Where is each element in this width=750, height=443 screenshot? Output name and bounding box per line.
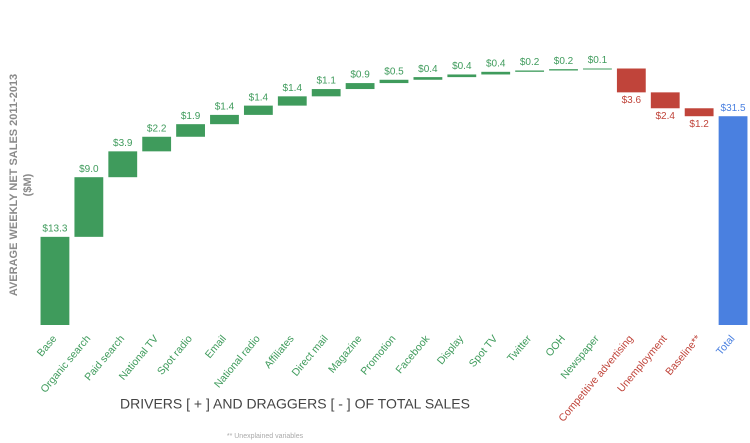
bar: [176, 124, 205, 137]
value-label: $1.4: [249, 92, 269, 103]
bar: [311, 89, 341, 97]
bar: [345, 83, 375, 90]
value-label: $0.9: [350, 70, 370, 81]
value-label: $0.1: [588, 55, 608, 66]
x-tick-label: Affiliates: [262, 333, 297, 371]
bar: [413, 77, 443, 80]
x-tick-label: Facebook: [393, 332, 432, 376]
bar: [718, 116, 748, 325]
value-label: $9.0: [79, 164, 99, 175]
value-label: $0.2: [554, 56, 574, 67]
value-label: $13.3: [42, 223, 67, 234]
bar: [549, 69, 578, 71]
y-axis-label: ($M): [22, 173, 34, 196]
bar: [379, 79, 409, 84]
value-label: $2.4: [656, 111, 676, 122]
value-label: $0.4: [486, 58, 506, 69]
value-label: $1.4: [283, 83, 303, 94]
value-label: $0.4: [452, 61, 472, 72]
bar: [40, 236, 70, 325]
value-label: $1.1: [316, 76, 336, 87]
x-tick-label: Display: [435, 332, 467, 367]
bar: [74, 177, 104, 237]
value-label: $0.5: [384, 66, 404, 77]
x-tick-label: Baseline**: [663, 333, 703, 378]
bar: [142, 136, 172, 152]
value-label: $2.2: [147, 123, 167, 134]
bar: [210, 114, 239, 125]
value-label: $0.2: [520, 57, 540, 68]
value-label: $1.4: [215, 102, 235, 113]
footnote: ** Unexplained variables: [227, 433, 304, 440]
x-tick-label: Promotion: [358, 333, 398, 377]
bar: [243, 105, 273, 115]
x-tick-label: Email: [203, 333, 229, 361]
bar: [650, 92, 680, 109]
bar: [277, 96, 307, 106]
value-label: $0.4: [418, 64, 438, 75]
x-tick-label: OOH: [543, 333, 568, 359]
x-tick-label: Spot radio: [155, 333, 195, 378]
bar: [616, 68, 646, 93]
value-label: $3.9: [113, 138, 133, 149]
x-axis-label: DRIVERS [ + ] AND DRAGGERS [ - ] OF TOTA…: [120, 396, 470, 412]
x-tick-label: Total: [714, 333, 737, 358]
x-tick-label: Spot TV: [467, 333, 500, 370]
bar: [583, 68, 612, 70]
bar: [447, 74, 477, 78]
value-label: $3.6: [622, 95, 642, 106]
x-tick-label: Base: [35, 333, 60, 359]
bar: [515, 70, 545, 72]
bar: [108, 151, 138, 178]
bar: [684, 108, 714, 117]
value-label: $1.2: [689, 119, 709, 130]
value-label: $1.9: [181, 111, 201, 122]
x-tick-label: Twitter: [505, 333, 534, 365]
bar: [481, 71, 511, 75]
y-axis-label: AVERAGE WEEKLY NET SALES 2011-2013: [8, 74, 20, 296]
value-label: $31.5: [721, 103, 746, 114]
